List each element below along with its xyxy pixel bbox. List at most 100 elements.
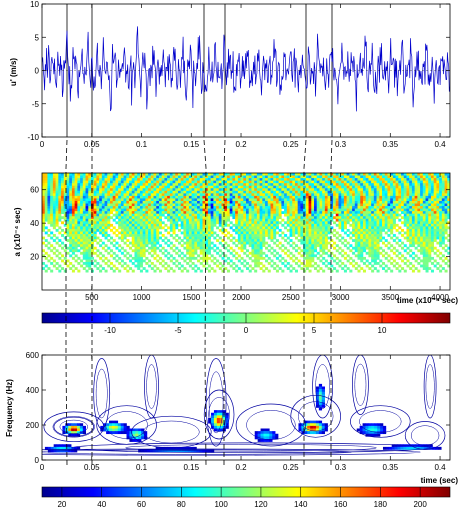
wavelet-cell [433, 193, 437, 197]
wavelet-cell [42, 241, 46, 245]
wavelet-cell [120, 251, 124, 255]
wavelet-cell [126, 234, 130, 237]
wavelet-cell [88, 190, 92, 194]
wavelet-cell [392, 175, 396, 179]
wavelet-cell [235, 193, 239, 197]
wavelet-cell [371, 256, 375, 260]
wavelet-cell [213, 180, 217, 184]
wavelet-cell [371, 178, 375, 181]
wavelet-cell [88, 206, 92, 209]
wavelet-cell [420, 226, 424, 230]
wavelet-cell [333, 259, 337, 263]
wavelet-cell [224, 267, 228, 270]
wavelet-cell [93, 218, 97, 222]
wavelet-cell [50, 203, 54, 207]
wavelet-cell [90, 208, 94, 212]
wavelet-cell [311, 200, 315, 204]
wavelet-cell [226, 269, 230, 273]
wavelet-cell [186, 226, 190, 230]
wavelet-cell [77, 221, 81, 225]
wavelet-cell [226, 216, 230, 220]
wavelet-cell [373, 256, 377, 260]
wavelet-cell [428, 203, 432, 207]
wavelet-cell [384, 178, 388, 181]
wavelet-cell [365, 234, 369, 237]
wavelet-cell [52, 223, 56, 227]
wavelet-cell [134, 244, 138, 248]
wavelet-cell [436, 190, 440, 194]
wavelet-cell [221, 216, 225, 220]
wavelet-cell [172, 226, 176, 230]
wavelet-cell [202, 198, 206, 202]
time-frequency-cell [68, 423, 72, 427]
wavelet-cell [362, 193, 366, 197]
time-frequency-cell [211, 412, 215, 416]
wavelet-cell [148, 175, 152, 179]
wavelet-cell [284, 188, 288, 192]
wavelet-cell [164, 185, 168, 189]
wavelet-cell [392, 178, 396, 181]
wavelet-cell [205, 254, 209, 258]
wavelet-cell [387, 185, 391, 189]
wavelet-cell [278, 185, 282, 189]
wavelet-cell [341, 190, 345, 194]
wavelet-cell [436, 183, 440, 187]
wavelet-cell [330, 256, 334, 260]
wavelet-cell [197, 190, 201, 194]
wavelet-cell [292, 231, 296, 235]
wavelet-cell [382, 173, 386, 176]
wavelet-cell [441, 239, 445, 242]
wavelet-cell [82, 206, 86, 209]
wavelet-cell [50, 195, 54, 199]
wavelet-cell [371, 246, 375, 250]
wavelet-cell [90, 173, 94, 176]
wavelet-cell [71, 234, 75, 237]
wavelet-cell [156, 203, 160, 207]
wavelet-cell [414, 213, 418, 217]
wavelet-cell [207, 239, 211, 242]
wavelet-cell [373, 234, 377, 237]
wavelet-cell [243, 198, 247, 202]
wavelet-cell [178, 249, 182, 253]
wavelet-cell [42, 213, 46, 217]
wavelet-cell [139, 218, 143, 222]
wavelet-cell [197, 193, 201, 197]
wavelet-cell [422, 246, 426, 250]
wavelet-cell [300, 203, 304, 207]
wavelet-cell [447, 208, 450, 212]
wavelet-cell [333, 183, 337, 187]
wavelet-cell [74, 183, 78, 187]
wavelet-cell [251, 216, 255, 220]
wavelet-cell [324, 200, 328, 204]
wavelet-cell [93, 239, 97, 242]
wavelet-cell [330, 190, 334, 194]
wavelet-cell [205, 180, 209, 184]
wavelet-cell [142, 213, 146, 217]
wavelet-cell [248, 198, 252, 202]
wavelet-cell [153, 200, 157, 204]
wavelet-cell [224, 200, 228, 204]
wavelet-cell [422, 249, 426, 253]
wavelet-cell [69, 254, 73, 258]
wavelet-cell [104, 173, 108, 176]
wavelet-cell [237, 213, 241, 217]
wavelet-cell [319, 228, 323, 232]
wavelet-cell [186, 198, 190, 202]
wavelet-cell [88, 262, 92, 265]
wavelet-cell [148, 223, 152, 227]
wavelet-cell [417, 269, 421, 273]
wavelet-cell [58, 216, 62, 220]
wavelet-cell [322, 175, 326, 179]
wavelet-cell [183, 216, 187, 220]
wavelet-cell [42, 183, 46, 187]
wavelet-cell [273, 183, 277, 187]
wavelet-cell [207, 231, 211, 235]
wavelet-cell [218, 236, 222, 240]
wavelet-cell [324, 198, 328, 202]
wavelet-cell [433, 251, 437, 255]
wavelet-cell [240, 211, 244, 214]
wavelet-cell [148, 185, 152, 189]
wavelet-cell [205, 175, 209, 179]
wavelet-cell [188, 213, 192, 217]
wavelet-cell [123, 218, 127, 222]
